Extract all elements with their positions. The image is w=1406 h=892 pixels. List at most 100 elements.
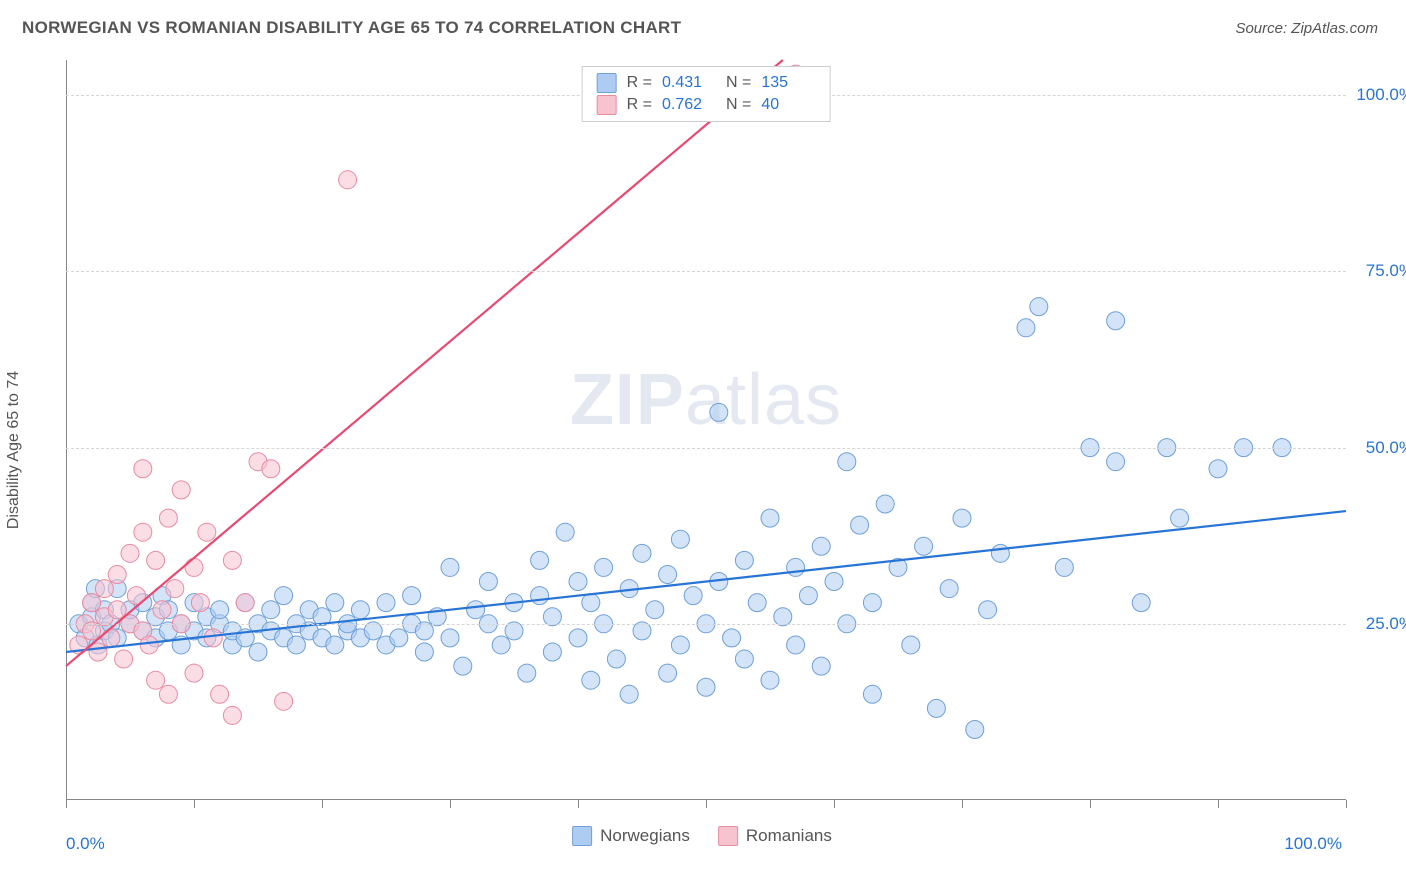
data-point [556, 523, 574, 541]
x-tick [578, 800, 579, 808]
data-point [979, 601, 997, 619]
data-point [166, 580, 184, 598]
legend-stats-row-1: R = 0.762 N = 40 [597, 94, 816, 116]
data-point [812, 657, 830, 675]
legend-stats-row-0: R = 0.431 N = 135 [597, 72, 816, 94]
data-point [108, 601, 126, 619]
legend-item-norwegians: Norwegians [572, 826, 690, 846]
source-label: Source: ZipAtlas.com [1235, 20, 1378, 37]
x-tick [1090, 800, 1091, 808]
swatch-norwegians [597, 73, 617, 93]
data-point [326, 636, 344, 654]
data-point [275, 587, 293, 605]
x-tick [194, 800, 195, 808]
plot-svg [66, 60, 1346, 800]
swatch-romanians-b [718, 826, 738, 846]
data-point [991, 544, 1009, 562]
data-point [531, 551, 549, 569]
data-point [1107, 453, 1125, 471]
gridline [66, 624, 1346, 625]
data-point [95, 580, 113, 598]
data-point [723, 629, 741, 647]
data-point [902, 636, 920, 654]
data-point [915, 537, 933, 555]
y-tick-label: 25.0% [1366, 614, 1406, 634]
data-point [479, 573, 497, 591]
data-point [543, 643, 561, 661]
data-point [1017, 319, 1035, 337]
data-point [569, 573, 587, 591]
data-point [377, 594, 395, 612]
data-point [140, 636, 158, 654]
data-point [787, 558, 805, 576]
data-point [83, 594, 101, 612]
data-point [1107, 312, 1125, 330]
data-point [467, 601, 485, 619]
x-origin-label: 0.0% [66, 834, 105, 854]
data-point [851, 516, 869, 534]
data-point [1209, 460, 1227, 478]
data-point [761, 509, 779, 527]
data-point [262, 460, 280, 478]
data-point [1030, 298, 1048, 316]
x-tick [834, 800, 835, 808]
data-point [185, 558, 203, 576]
data-point [659, 565, 677, 583]
data-point [108, 565, 126, 583]
data-point [787, 636, 805, 654]
data-point [876, 495, 894, 513]
data-point [351, 601, 369, 619]
data-point [838, 453, 856, 471]
data-point [102, 629, 120, 647]
data-point [185, 664, 203, 682]
data-point [415, 643, 433, 661]
x-tick [706, 800, 707, 808]
data-point [172, 481, 190, 499]
data-point [659, 664, 677, 682]
data-point [454, 657, 472, 675]
x-tick [322, 800, 323, 808]
data-point [710, 403, 728, 421]
data-point [671, 530, 689, 548]
data-point [646, 601, 664, 619]
data-point [492, 636, 510, 654]
data-point [262, 601, 280, 619]
chart-header: NORWEGIAN VS ROMANIAN DISABILITY AGE 65 … [0, 0, 1406, 48]
data-point [1171, 509, 1189, 527]
data-point [236, 594, 254, 612]
data-point [115, 650, 133, 668]
x-tick [66, 800, 67, 808]
data-point [211, 685, 229, 703]
data-point [198, 523, 216, 541]
data-point [223, 706, 241, 724]
data-point [1132, 594, 1150, 612]
y-axis-title: Disability Age 65 to 74 [5, 371, 23, 529]
x-max-label: 100.0% [1284, 834, 1342, 854]
gridline [66, 271, 1346, 272]
gridline [66, 448, 1346, 449]
data-point [825, 573, 843, 591]
legend-stats: R = 0.431 N = 135 R = 0.762 N = 40 [582, 66, 831, 122]
data-point [761, 671, 779, 689]
x-tick [1346, 800, 1347, 808]
data-point [121, 544, 139, 562]
x-tick [962, 800, 963, 808]
data-point [953, 509, 971, 527]
data-point [211, 601, 229, 619]
data-point [582, 594, 600, 612]
data-point [966, 721, 984, 739]
data-point [275, 692, 293, 710]
plot-area: ZIPatlas R = 0.431 N = 135 R = 0.762 N =… [66, 60, 1346, 800]
data-point [204, 629, 222, 647]
data-point [582, 671, 600, 689]
data-point [134, 460, 152, 478]
data-point [569, 629, 587, 647]
data-point [607, 650, 625, 668]
data-point [671, 636, 689, 654]
data-point [147, 671, 165, 689]
data-point [339, 171, 357, 189]
data-point [863, 685, 881, 703]
legend-item-romanians: Romanians [718, 826, 832, 846]
data-point [147, 551, 165, 569]
data-point [134, 523, 152, 541]
